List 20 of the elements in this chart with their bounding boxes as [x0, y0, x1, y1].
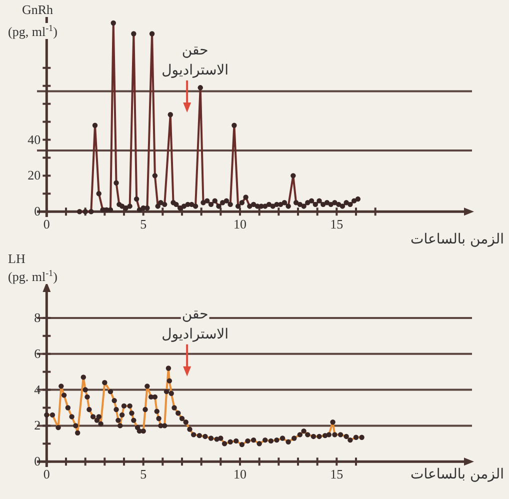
y-tick-label: 0	[34, 204, 41, 219]
x-tick-label: 5	[140, 466, 147, 482]
y-tick-label: 2	[34, 418, 41, 433]
x-tick-label: 5	[140, 216, 147, 232]
x-axis-title: الزمن بالساعات	[410, 232, 504, 248]
x-tick-label: 15	[330, 216, 344, 232]
y-axis-title: GnRh (pg, ml$^{-1}$)	[8, 2, 58, 39]
y-tick-label: 8	[34, 310, 41, 325]
annotation: حقن الاستراديول	[162, 42, 229, 78]
y-axis-title: LH (pg. ml$^{-1}$)	[8, 251, 58, 284]
y-tick-label: 6	[34, 346, 42, 361]
y-tick-label: 0	[34, 454, 41, 469]
y-tick-label: 40	[28, 132, 41, 147]
annotation: حقن الاستراديول	[162, 306, 229, 342]
y-tick-label: 20	[28, 168, 41, 183]
x-axis-title: الزمن بالساعات	[410, 466, 504, 483]
y-tick-label: 4	[34, 382, 42, 397]
x-tick-label: 10	[234, 216, 246, 232]
x-tick-label: 10	[234, 466, 246, 482]
x-tick-label: 15	[330, 466, 344, 482]
